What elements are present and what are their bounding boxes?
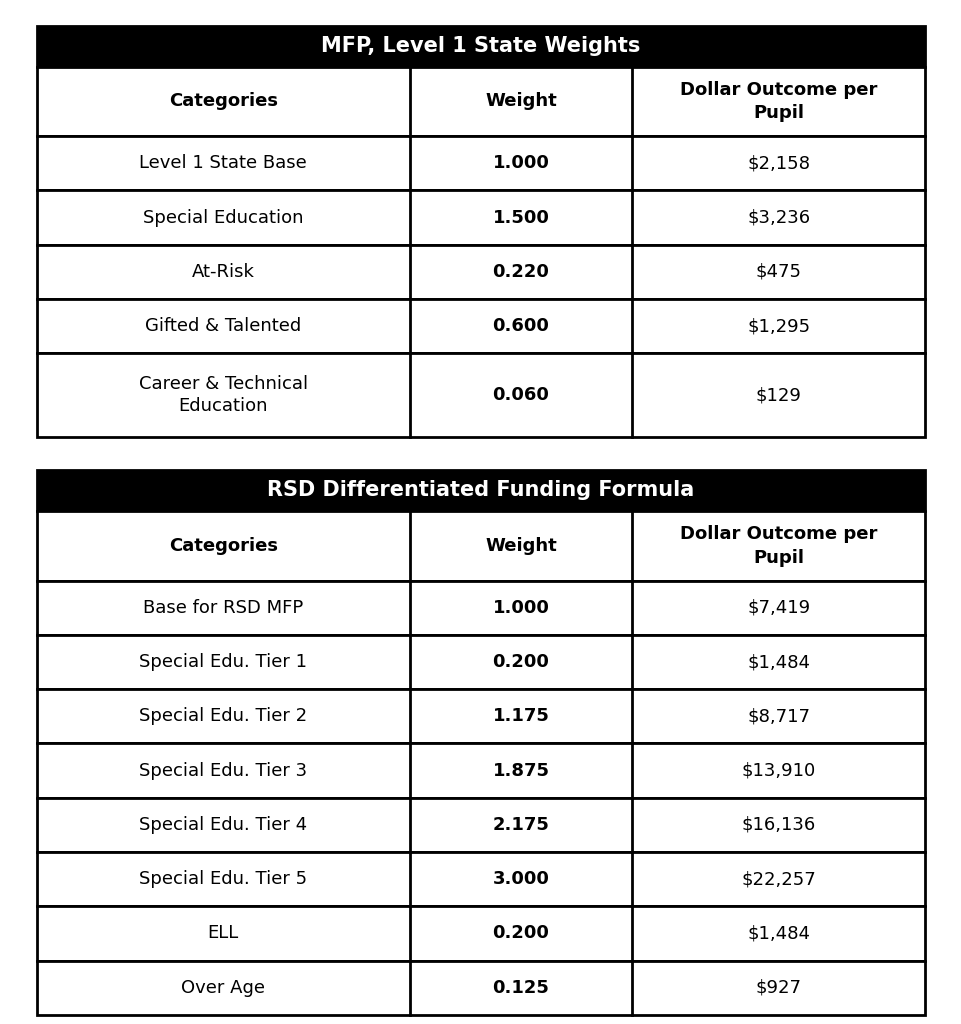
Text: $129: $129 [755,386,801,404]
Text: 0.200: 0.200 [492,925,549,942]
Text: $1,295: $1,295 [747,317,809,335]
Bar [37,743,924,798]
Bar [37,67,924,136]
Bar [37,353,924,437]
Text: Level 1 State Base: Level 1 State Base [139,155,307,172]
Text: $1,484: $1,484 [747,653,809,671]
Bar [37,581,924,635]
Text: 0.125: 0.125 [492,979,549,996]
Bar [37,136,924,190]
Bar [37,511,924,581]
Text: 3.000: 3.000 [492,870,549,888]
Bar [37,852,924,906]
Text: 2.175: 2.175 [492,816,549,834]
Text: $2,158: $2,158 [747,155,809,172]
Text: ELL: ELL [208,925,238,942]
Text: Dollar Outcome per
Pupil: Dollar Outcome per Pupil [679,81,876,122]
Text: Over Age: Over Age [181,979,265,996]
Text: At-Risk: At-Risk [191,263,255,281]
Bar [37,299,924,353]
Text: 0.220: 0.220 [492,263,549,281]
Text: $13,910: $13,910 [741,762,815,779]
Bar [37,906,924,961]
Text: Special Edu. Tier 2: Special Edu. Tier 2 [139,708,307,725]
Text: 1.000: 1.000 [492,599,549,616]
Text: Categories: Categories [168,92,278,111]
Text: 0.600: 0.600 [492,317,549,335]
Text: $7,419: $7,419 [747,599,809,616]
Text: $927: $927 [755,979,801,996]
Text: 0.060: 0.060 [492,386,549,404]
Text: $22,257: $22,257 [741,870,815,888]
Bar [37,245,924,299]
Text: 0.200: 0.200 [492,653,549,671]
Text: $1,484: $1,484 [747,925,809,942]
Text: 1.000: 1.000 [492,155,549,172]
Text: Gifted & Talented: Gifted & Talented [145,317,301,335]
Text: $475: $475 [755,263,801,281]
Text: Dollar Outcome per
Pupil: Dollar Outcome per Pupil [679,525,876,566]
Text: $8,717: $8,717 [747,708,809,725]
Bar [37,470,924,511]
Bar [37,190,924,245]
Text: $16,136: $16,136 [741,816,815,834]
Text: Special Edu. Tier 3: Special Edu. Tier 3 [139,762,307,779]
Text: Weight: Weight [484,92,556,111]
Text: Special Edu. Tier 1: Special Edu. Tier 1 [139,653,307,671]
Bar [37,635,924,689]
Bar [37,798,924,852]
Text: 1.175: 1.175 [492,708,549,725]
Bar [37,689,924,743]
Text: 1.500: 1.500 [492,209,549,226]
Text: Career & Technical
Education: Career & Technical Education [138,375,308,416]
Text: 1.875: 1.875 [492,762,549,779]
Text: Categories: Categories [168,537,278,555]
Text: Special Edu. Tier 4: Special Edu. Tier 4 [139,816,307,834]
Bar [37,26,924,67]
Text: $3,236: $3,236 [747,209,809,226]
Text: Special Education: Special Education [143,209,303,226]
Text: Base for RSD MFP: Base for RSD MFP [143,599,303,616]
Text: Weight: Weight [484,537,556,555]
Text: Special Edu. Tier 5: Special Edu. Tier 5 [139,870,307,888]
Bar [37,961,924,1015]
Text: MFP, Level 1 State Weights: MFP, Level 1 State Weights [321,36,640,56]
Text: RSD Differentiated Funding Formula: RSD Differentiated Funding Formula [267,480,694,501]
